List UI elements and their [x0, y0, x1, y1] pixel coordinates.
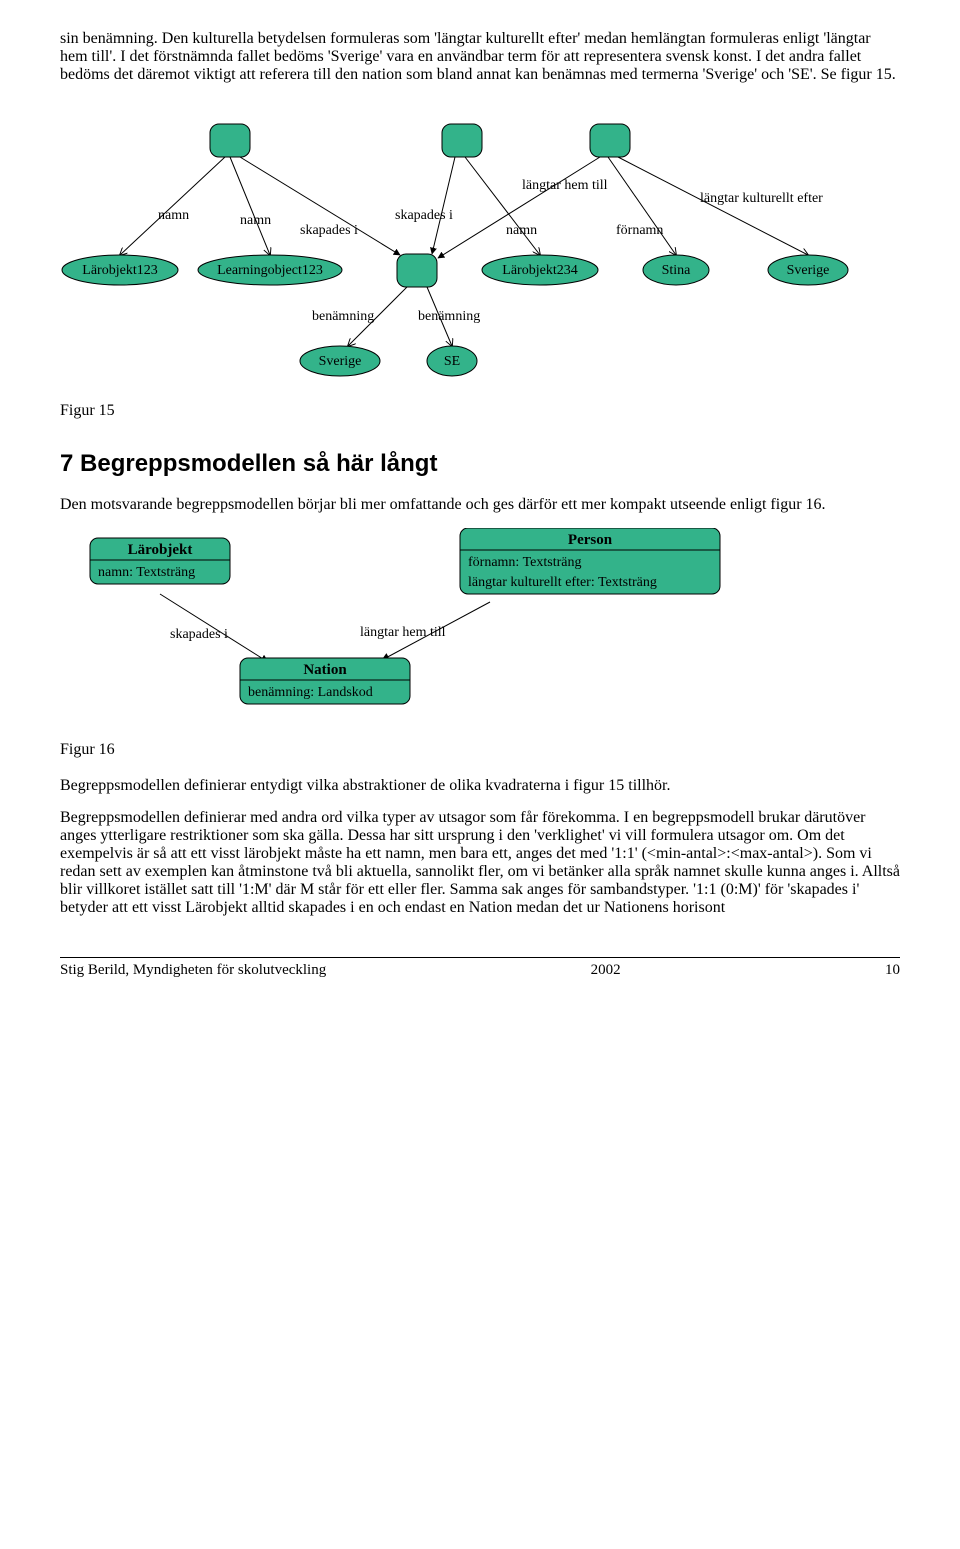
svg-text:Lärobjekt123: Lärobjekt123 — [82, 263, 157, 278]
svg-text:Sverige: Sverige — [319, 354, 362, 369]
svg-text:SE: SE — [444, 354, 460, 369]
svg-text:Learningobject123: Learningobject123 — [217, 263, 323, 278]
paragraph-4: Begreppsmodellen definierar med andra or… — [60, 809, 900, 917]
footer-right: 10 — [885, 962, 900, 979]
paragraph-mid: Den motsvarande begreppsmodellen börjar … — [60, 496, 900, 514]
svg-text:namn: namn — [240, 213, 271, 228]
paragraph-top: sin benämning. Den kulturella betydelsen… — [60, 30, 900, 84]
figure-15-label: Figur 15 — [60, 402, 900, 420]
svg-text:Stina: Stina — [662, 263, 692, 278]
paragraph-3: Begreppsmodellen definierar entydigt vil… — [60, 777, 900, 795]
diagram-figure-16: Lärobjekt namn: Textsträng Person förnamn: … — [60, 528, 760, 723]
diagram-figure-15: Lärobjekt123 Learningobject123 Lärobjekt23… — [60, 114, 870, 384]
svg-text:längtar hem till: längtar hem till — [522, 178, 608, 193]
svg-text:Person: Person — [568, 532, 613, 548]
figure-16-label: Figur 16 — [60, 741, 900, 759]
svg-text:benämning: benämning — [418, 309, 480, 324]
section-heading: 7 Begreppsmodellen så här långt — [60, 450, 900, 478]
svg-text:namn: Textsträng: namn: Textsträng — [98, 565, 195, 580]
svg-text:längtar hem till: längtar hem till — [360, 625, 446, 640]
footer-left: Stig Berild, Myndigheten för skolutveckl… — [60, 962, 326, 979]
svg-text:förnamn: Textsträng: förnamn: Textsträng — [468, 555, 581, 570]
svg-text:längtar kulturellt efter: längtar kulturellt efter — [700, 191, 823, 206]
svg-text:skapades i: skapades i — [300, 223, 358, 238]
svg-text:skapades i: skapades i — [170, 627, 228, 642]
svg-text:namn: namn — [158, 208, 189, 223]
svg-text:namn: namn — [506, 223, 537, 238]
footer-mid: 2002 — [591, 962, 621, 979]
svg-text:skapades i: skapades i — [395, 208, 453, 223]
page-footer: Stig Berild, Myndigheten för skolutveckl… — [60, 957, 900, 979]
svg-text:benämning: benämning — [312, 309, 374, 324]
svg-text:Lärobjekt: Lärobjekt — [128, 542, 193, 558]
svg-text:Sverige: Sverige — [787, 263, 830, 278]
svg-text:förnamn: förnamn — [616, 223, 663, 238]
svg-text:längtar kulturellt efter: Text: längtar kulturellt efter: Textsträng — [468, 575, 657, 590]
svg-text:Nation: Nation — [303, 662, 347, 678]
svg-text:Lärobjekt234: Lärobjekt234 — [502, 263, 577, 278]
svg-text:benämning: Landskod: benämning: Landskod — [248, 685, 373, 700]
